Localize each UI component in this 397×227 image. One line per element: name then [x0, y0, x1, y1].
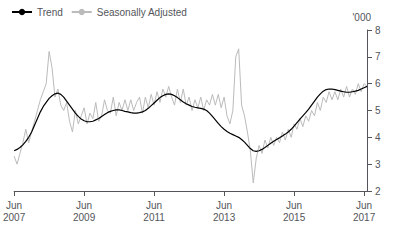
svg-text:Jun: Jun [76, 200, 92, 211]
svg-text:2017: 2017 [353, 212, 376, 223]
svg-text:Jun: Jun [216, 200, 232, 211]
svg-text:2: 2 [375, 186, 381, 197]
svg-text:Jun: Jun [146, 200, 162, 211]
svg-text:2015: 2015 [283, 212, 306, 223]
svg-text:5: 5 [375, 105, 381, 116]
svg-text:2011: 2011 [143, 212, 165, 223]
svg-text:2007: 2007 [3, 212, 26, 223]
svg-text:Jun: Jun [6, 200, 22, 211]
svg-text:Seasonally Adjusted: Seasonally Adjusted [97, 7, 187, 18]
svg-text:4: 4 [375, 132, 381, 143]
svg-text:Trend: Trend [37, 7, 63, 18]
svg-text:8: 8 [375, 25, 381, 36]
svg-text:6: 6 [375, 78, 381, 89]
svg-text:7: 7 [375, 51, 381, 62]
svg-text:Jun: Jun [286, 200, 302, 211]
svg-text:2009: 2009 [73, 212, 96, 223]
svg-text:2013: 2013 [213, 212, 236, 223]
svg-text:3: 3 [375, 159, 381, 170]
svg-text:'000: '000 [352, 12, 371, 23]
svg-text:Jun: Jun [356, 200, 372, 211]
